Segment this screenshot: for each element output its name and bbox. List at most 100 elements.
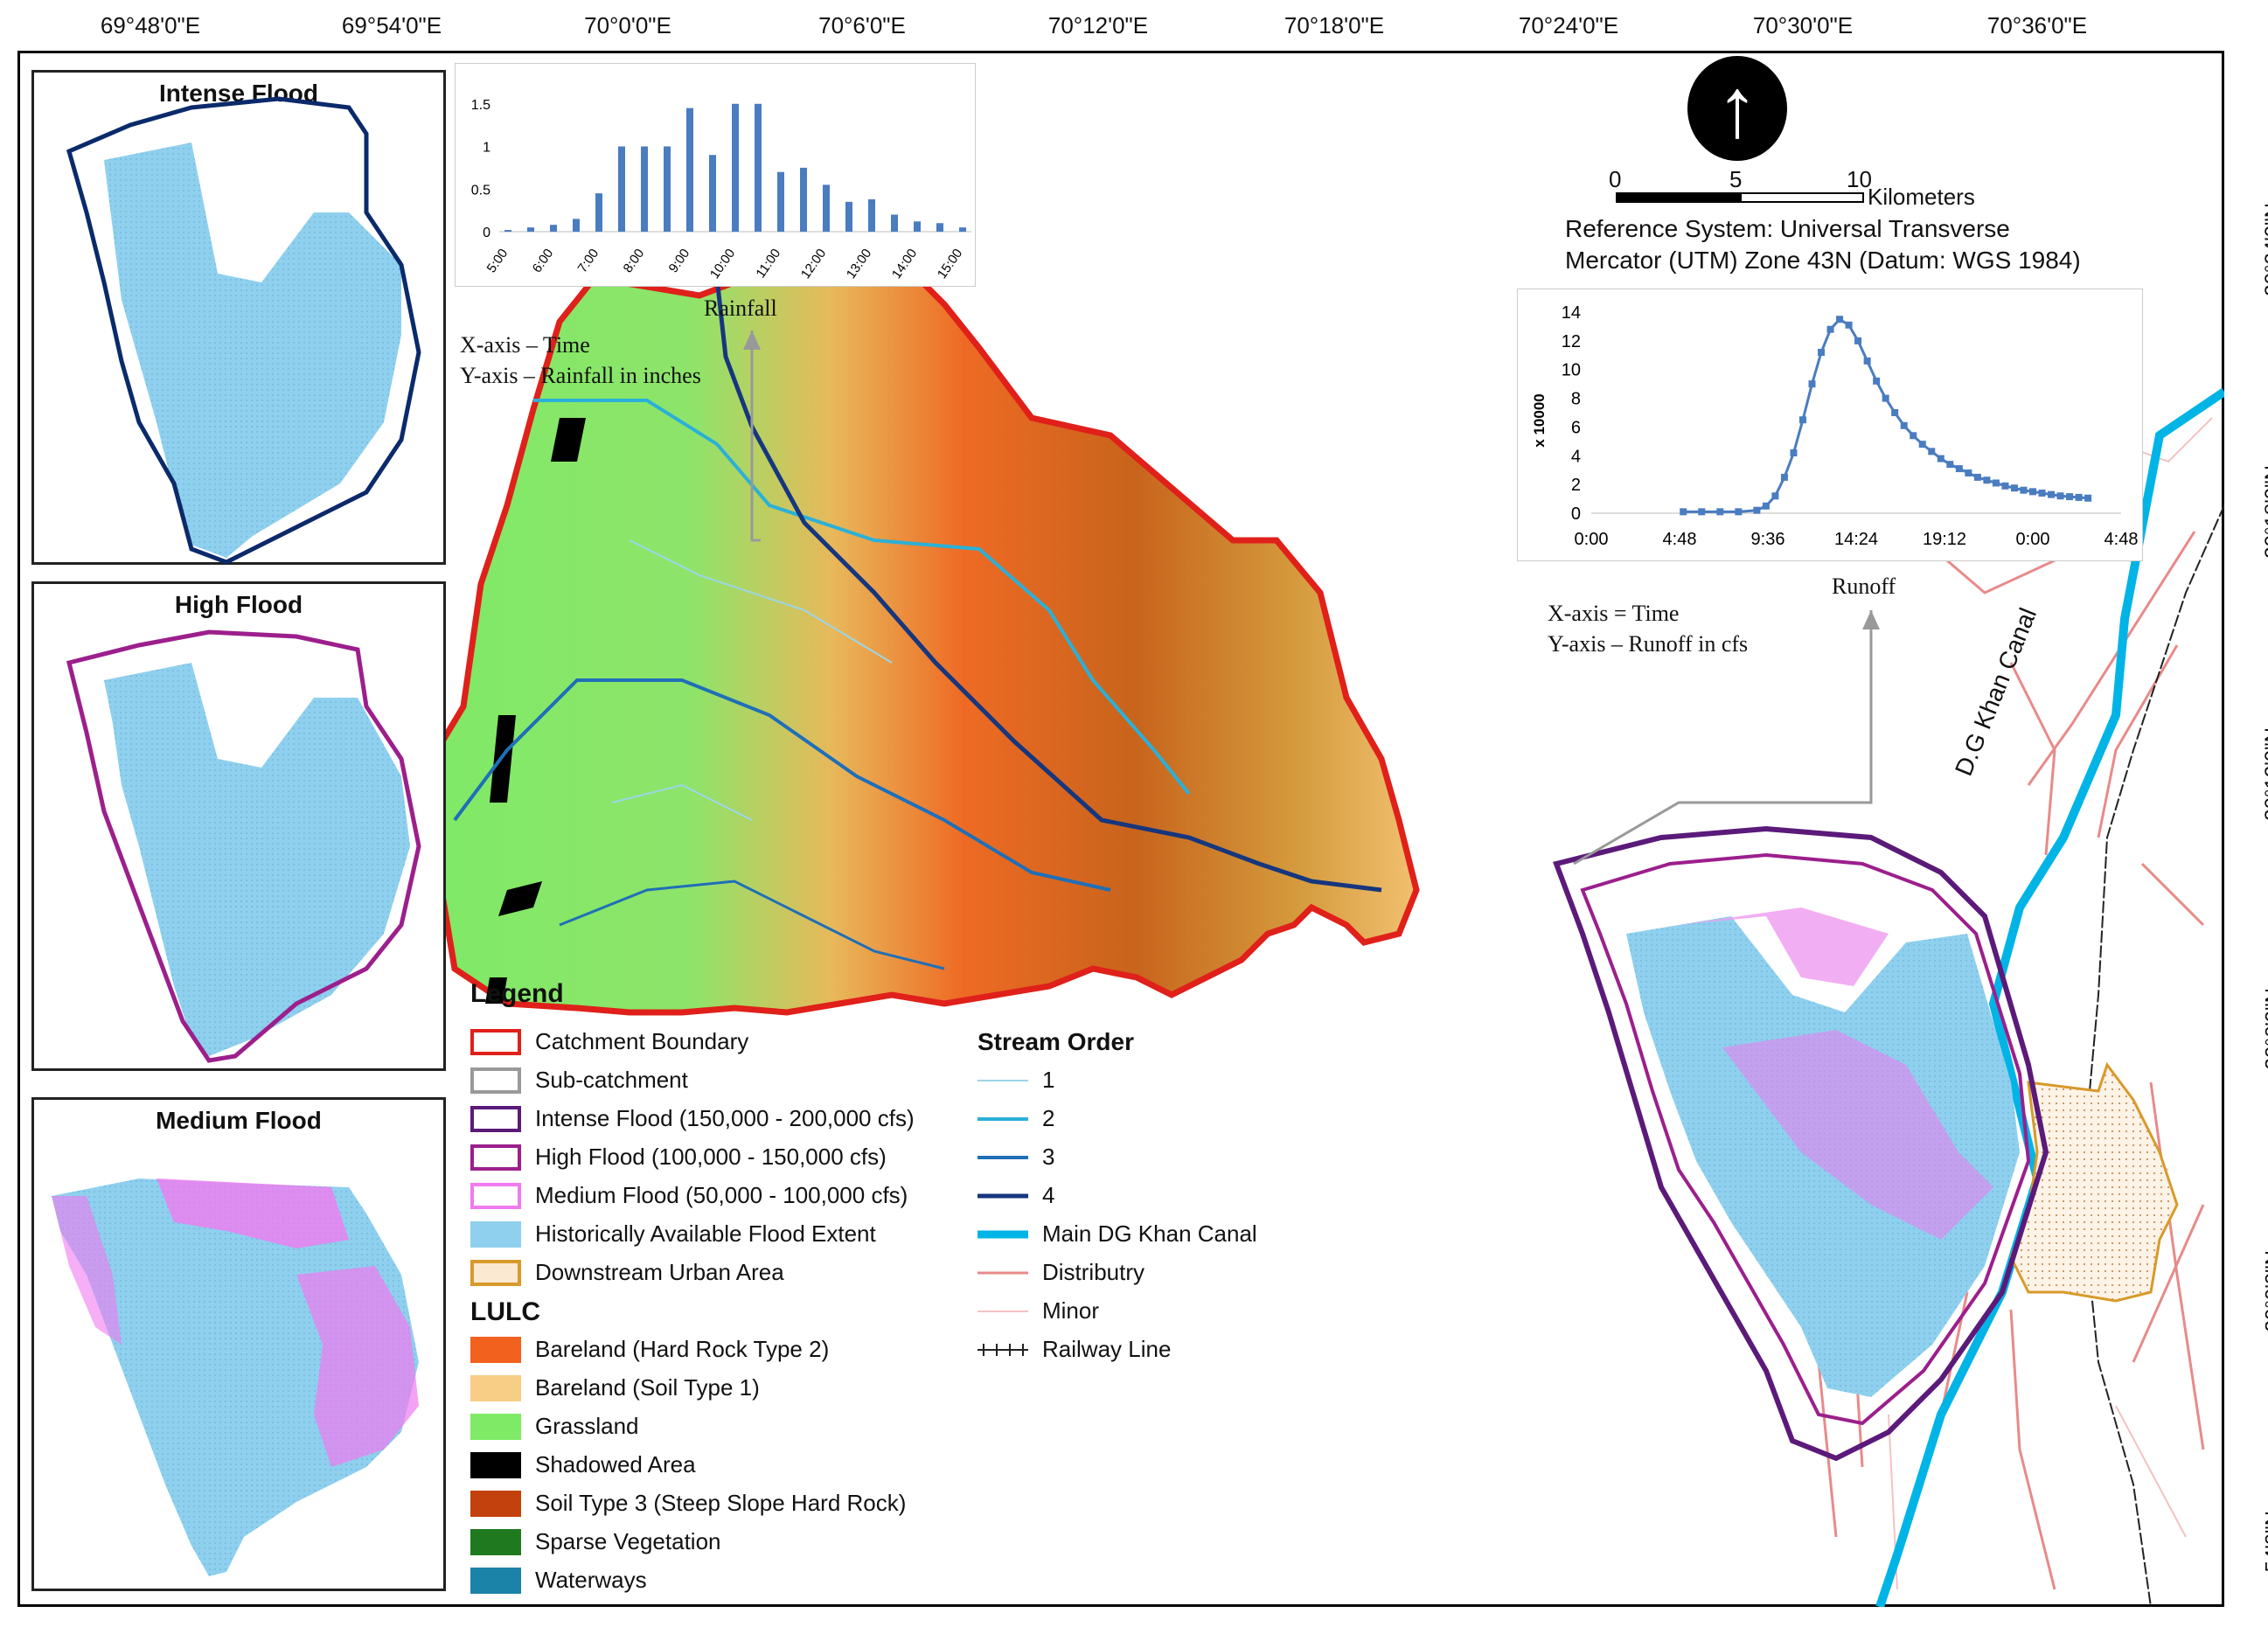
x-tick-label: 19:12: [1923, 530, 1966, 549]
lat-label: 30°6'0"N: [2261, 988, 2268, 1070]
runoff-point: [1955, 465, 1963, 473]
x-tick-label: 12:00: [798, 247, 829, 282]
rainfall-bar: [618, 146, 625, 232]
legend-label: Downstream Urban Area: [535, 1259, 784, 1285]
runoff-point: [2020, 486, 2028, 494]
runoff-point: [1780, 473, 1788, 481]
runoff-chart-svg: 0 2 4 6 8 10 12 14 0:00 4:48 9:36 14:24 19:12 0:00 4:4…: [1531, 303, 2139, 549]
stream-swatch: [977, 1067, 1028, 1094]
stream-network: [453, 277, 1382, 970]
legend-label: Sub-catchment: [535, 1067, 688, 1093]
rainfall-bar: [800, 167, 807, 232]
runoff-point: [1873, 377, 1881, 385]
runoff-point: [1826, 325, 1834, 333]
x-tick-label: 8:00: [621, 247, 648, 276]
legend-label: Intense Flood (150,000 - 200,000 cfs): [535, 1105, 915, 1131]
runoff-point: [1891, 409, 1899, 416]
scale-segment-black: [1616, 192, 1740, 203]
x-tick-label: 5:00: [484, 247, 511, 276]
main-flood-extent: [1553, 825, 2049, 1462]
y-tick-label: 0: [1571, 504, 1581, 524]
stream-swatch: [977, 1144, 1028, 1171]
lulc-swatch: [470, 1567, 521, 1594]
rainfall-bar: [641, 146, 648, 232]
stream-label: Distributry: [1042, 1259, 1145, 1285]
runoff-point: [1882, 394, 1889, 402]
stream-label: Minor: [1042, 1297, 1100, 1324]
stream-swatch: [977, 1183, 1028, 1209]
stream-swatch: [977, 1260, 1028, 1286]
runoff-point: [2010, 484, 2018, 492]
stream-label: 4: [1042, 1182, 1055, 1208]
x-tick-label: 14:24: [1834, 530, 1878, 549]
legend-label: High Flood (100,000 - 150,000 cfs): [535, 1144, 887, 1170]
legend-swatch: [470, 1028, 521, 1055]
stream-swatch: [977, 1298, 1028, 1325]
y-tick-label: 10: [1562, 361, 1581, 380]
x-tick-label: 14:00: [889, 247, 920, 282]
lon-label: 70°30'0"E: [1752, 12, 1854, 38]
lulc-item: Waterways: [470, 1567, 647, 1594]
runoff-point: [1854, 337, 1862, 344]
legend-swatch: [470, 1259, 521, 1286]
rainfall-bar: [868, 198, 875, 232]
lat-label: 30°24'0"N: [2261, 203, 2268, 296]
legend-item: Downstream Urban Area: [470, 1259, 784, 1286]
runoff-point: [1965, 469, 1972, 476]
legend-label: Catchment Boundary: [535, 1028, 749, 1054]
lon-label: 70°12'0"E: [1047, 12, 1149, 38]
runoff-caption: Runoff: [1832, 574, 1896, 599]
runoff-point: [1918, 441, 1926, 448]
lat-label: 30°12'0"N: [2261, 727, 2268, 821]
rainfall-bar: [755, 103, 762, 232]
runoff-point: [2048, 490, 2056, 498]
runoff-axis-note-x: X-axis = Time: [1548, 601, 1680, 626]
rainfall-axis-note-x: X-axis – Time: [460, 332, 590, 358]
legend-swatch: [470, 1067, 521, 1094]
runoff-point: [1753, 506, 1761, 514]
lulc-swatch: [470, 1336, 521, 1363]
lon-label: 70°18'0"E: [1284, 12, 1385, 38]
rainfall-bar: [664, 146, 671, 232]
lulc-label: Shadowed Area: [535, 1451, 696, 1478]
y-tick-label: 6: [1571, 418, 1581, 437]
lulc-label: Bareland (Soil Type 1): [535, 1374, 760, 1401]
rainfall-bar: [732, 103, 739, 232]
lulc-label: Waterways: [535, 1567, 647, 1593]
inset-title: Medium Flood: [156, 1107, 322, 1134]
main-map: [407, 156, 2224, 1607]
runoff-point: [1762, 502, 1770, 510]
scale-tick: 0: [1609, 166, 1622, 192]
x-tick-label: 6:00: [530, 247, 557, 276]
y-tick-label: 4: [1571, 447, 1581, 466]
legend-item: Catchment Boundary: [470, 1028, 748, 1055]
y-axis-label: x 10000: [1531, 393, 1548, 447]
runoff-axis-note-y: Y-axis – Runoff in cfs: [1548, 631, 1749, 657]
legend-swatch: [470, 1182, 521, 1209]
runoff-point: [2038, 490, 2046, 497]
lulc-item: Shadowed Area: [470, 1451, 696, 1478]
lulc-item: Bareland (Soil Type 1): [470, 1374, 760, 1401]
rainfall-bar: [686, 108, 693, 232]
lulc-swatch: [470, 1413, 521, 1440]
y-tick-label: 0: [483, 226, 490, 240]
x-tick-label: 4:48: [2105, 530, 2139, 549]
y-tick-label: 1: [483, 141, 490, 156]
rainfall-bar: [936, 223, 943, 232]
rainfall-chart: 0 0.5 1 1.5 5:00 6:00 7:00 8:00 9:00 10:00 11:00 12…: [455, 63, 976, 287]
runoff-point: [1771, 492, 1779, 500]
stream-legend-item: Minor: [977, 1297, 1099, 1325]
lon-label: 70°6'0"E: [818, 12, 906, 38]
lon-label: 69°54'0"E: [341, 12, 442, 38]
lulc-swatch: [470, 1528, 521, 1555]
rainfall-bar: [845, 201, 852, 232]
runoff-point: [1818, 349, 1826, 356]
runoff-point: [1928, 448, 1936, 455]
inset-map: [66, 96, 421, 565]
lulc-swatch: [470, 1374, 521, 1401]
lulc-swatch: [470, 1451, 521, 1478]
callout-arrows: [750, 330, 1873, 866]
stream-swatch: [977, 1337, 1028, 1363]
inset-title: High Flood: [174, 591, 303, 618]
runoff-point: [1716, 508, 1724, 516]
